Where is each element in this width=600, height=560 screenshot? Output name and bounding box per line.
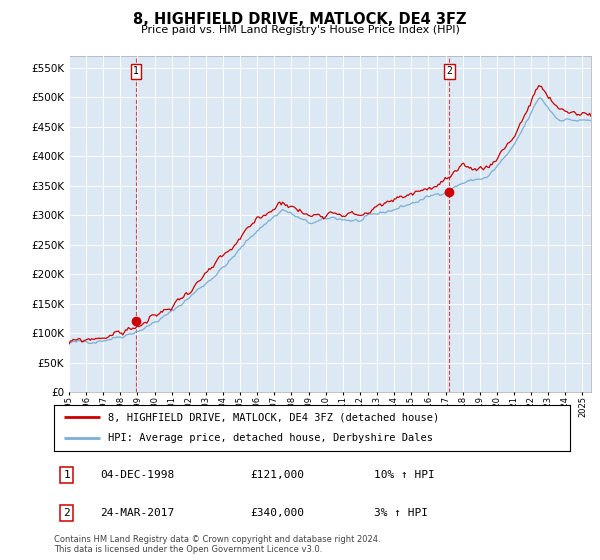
Text: £340,000: £340,000 — [250, 508, 304, 518]
Text: 8, HIGHFIELD DRIVE, MATLOCK, DE4 3FZ (detached house): 8, HIGHFIELD DRIVE, MATLOCK, DE4 3FZ (de… — [108, 412, 439, 422]
Text: 10% ↑ HPI: 10% ↑ HPI — [374, 470, 434, 480]
Text: 3% ↑ HPI: 3% ↑ HPI — [374, 508, 428, 518]
Text: 2: 2 — [446, 66, 452, 76]
Text: 8, HIGHFIELD DRIVE, MATLOCK, DE4 3FZ: 8, HIGHFIELD DRIVE, MATLOCK, DE4 3FZ — [133, 12, 467, 27]
Text: 04-DEC-1998: 04-DEC-1998 — [100, 470, 175, 480]
Text: £121,000: £121,000 — [250, 470, 304, 480]
Text: 24-MAR-2017: 24-MAR-2017 — [100, 508, 175, 518]
Text: 2: 2 — [64, 508, 70, 518]
Text: 1: 1 — [133, 66, 139, 76]
Text: Price paid vs. HM Land Registry's House Price Index (HPI): Price paid vs. HM Land Registry's House … — [140, 25, 460, 35]
Text: HPI: Average price, detached house, Derbyshire Dales: HPI: Average price, detached house, Derb… — [108, 433, 433, 444]
Text: 1: 1 — [64, 470, 70, 480]
Text: Contains HM Land Registry data © Crown copyright and database right 2024.
This d: Contains HM Land Registry data © Crown c… — [54, 535, 380, 554]
